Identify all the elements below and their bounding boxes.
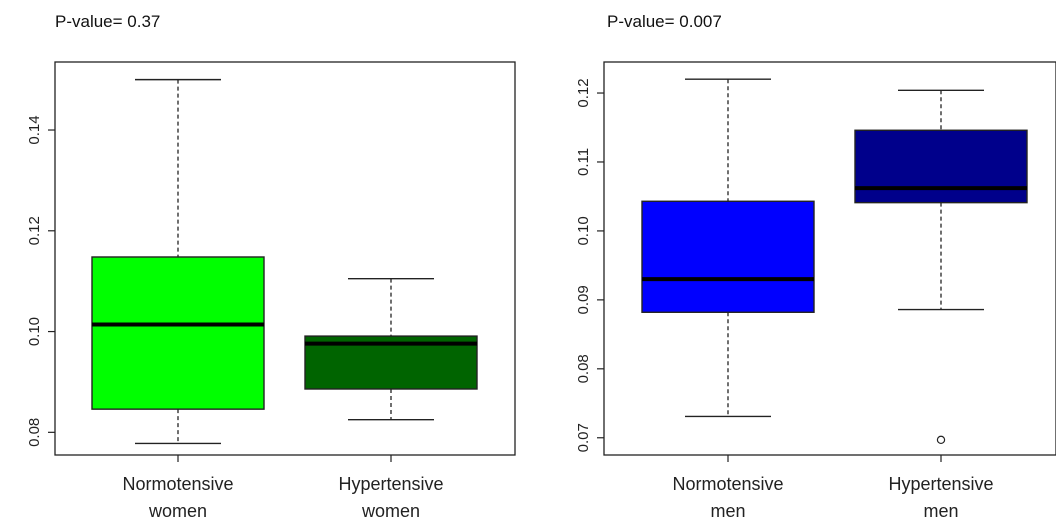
iqr-box	[641, 200, 815, 313]
plot-frame	[54, 61, 516, 456]
x-category-label: men	[710, 501, 745, 521]
chart-title-right: P-value= 0.007	[607, 12, 722, 31]
plot-frame	[603, 61, 1056, 456]
y-tick-label: 0.08	[575, 354, 592, 383]
x-category-label: Hypertensive	[888, 474, 993, 494]
y-tick-label: 0.14	[26, 115, 43, 144]
chart-title-left: P-value= 0.37	[55, 12, 161, 31]
box-normotensive	[641, 78, 815, 418]
box-normotensive	[91, 78, 265, 445]
x-category-label: women	[148, 501, 207, 521]
x-category-label: Normotensive	[122, 474, 233, 494]
y-tick-label: 0.12	[26, 216, 43, 245]
boxplot-left: 0.08 0.10 0.12 0.14 Normotensive women Hyperte…	[26, 61, 516, 521]
x-category-label: men	[923, 501, 958, 521]
box-hypertensive	[304, 277, 478, 421]
iqr-box	[91, 256, 265, 410]
y-tick-label: 0.12	[575, 78, 592, 107]
y-tick-label: 0.10	[26, 317, 43, 346]
box-hypertensive	[854, 89, 1028, 445]
x-category-label: women	[361, 501, 420, 521]
x-category-label: Normotensive	[672, 474, 783, 494]
outlier-point	[936, 435, 946, 445]
y-tick-label: 0.10	[575, 216, 592, 245]
y-tick-label: 0.11	[575, 148, 592, 176]
iqr-box	[854, 129, 1028, 204]
x-category-label: Hypertensive	[338, 474, 443, 494]
y-tick-label: 0.07	[575, 423, 592, 452]
y-tick-label: 0.09	[575, 285, 592, 314]
y-tick-label: 0.08	[26, 418, 43, 447]
boxplot-right: 0.07 0.08 0.09 0.10 0.11 0.12 Normotensive men H…	[575, 61, 1056, 521]
